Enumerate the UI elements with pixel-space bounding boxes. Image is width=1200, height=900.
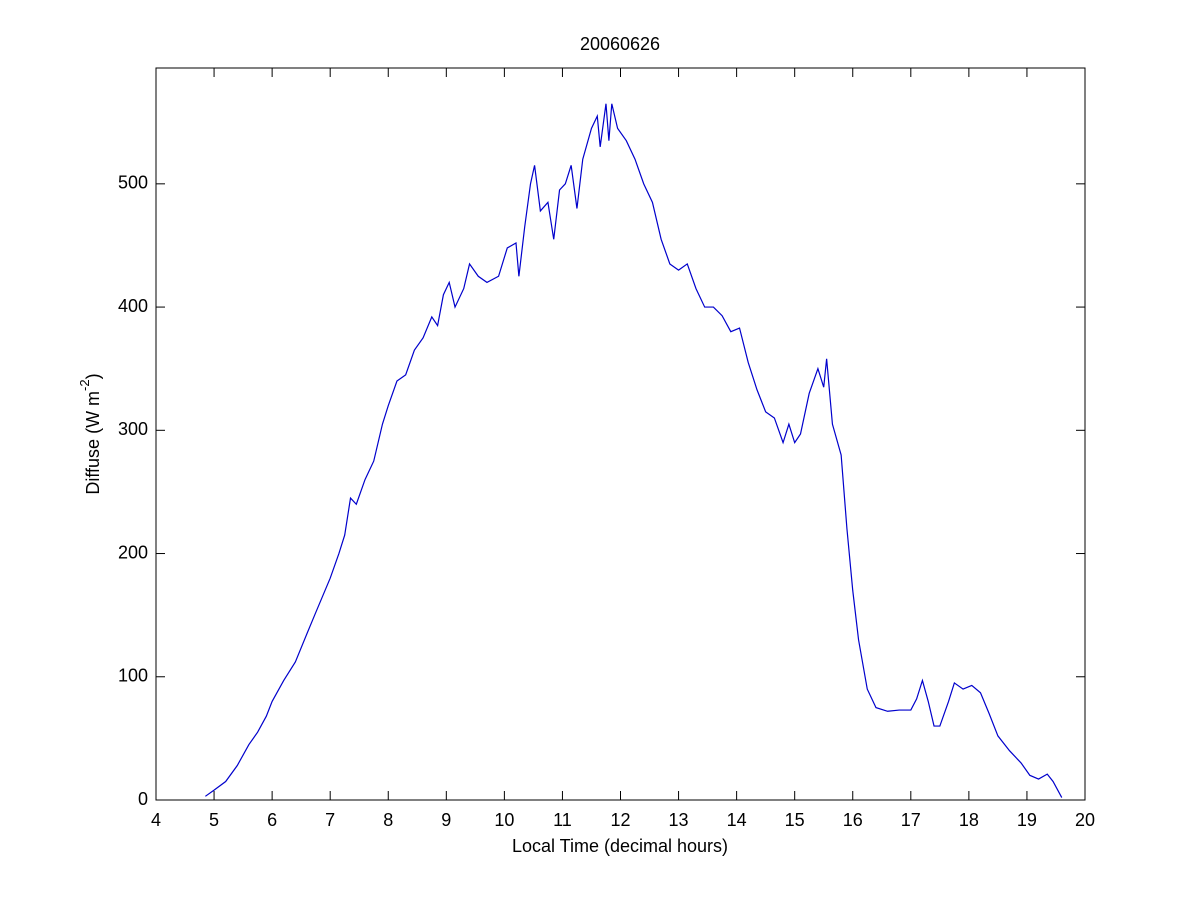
y-label-sup: -2 [77, 379, 92, 391]
x-tick-label: 10 [494, 810, 514, 830]
data-line [205, 103, 1063, 798]
x-tick-label: 8 [383, 810, 393, 830]
x-tick-label: 13 [669, 810, 689, 830]
x-tick-label: 9 [441, 810, 451, 830]
axes-frame [155, 67, 1086, 801]
y-tick-label: 100 [118, 666, 148, 686]
chart-title: 20060626 [580, 34, 660, 54]
x-tick-label: 7 [325, 810, 335, 830]
x-tick-label: 5 [209, 810, 219, 830]
x-tick-label: 20 [1075, 810, 1095, 830]
y-label-suffix: ) [83, 373, 103, 379]
x-tick-label: 18 [959, 810, 979, 830]
x-tick-label: 19 [1017, 810, 1037, 830]
x-tick-label: 14 [727, 810, 747, 830]
x-tick-label: 4 [151, 810, 161, 830]
y-label-text: Diffuse (W m [83, 391, 103, 495]
y-tick-label: 400 [118, 296, 148, 316]
x-axis-label: Local Time (decimal hours) [512, 836, 728, 856]
x-tick-label: 12 [610, 810, 630, 830]
x-tick-label: 17 [901, 810, 921, 830]
x-tick-label: 6 [267, 810, 277, 830]
x-tick-label: 11 [553, 810, 572, 830]
x-tick-label: 16 [843, 810, 863, 830]
y-tick-label: 200 [118, 542, 148, 562]
y-tick-label: 300 [118, 419, 148, 439]
y-tick-label: 500 [118, 173, 148, 193]
y-tick-label: 0 [138, 789, 148, 809]
x-tick-label: 15 [785, 810, 805, 830]
y-axis-label: Diffuse (W m-2) [77, 373, 102, 494]
